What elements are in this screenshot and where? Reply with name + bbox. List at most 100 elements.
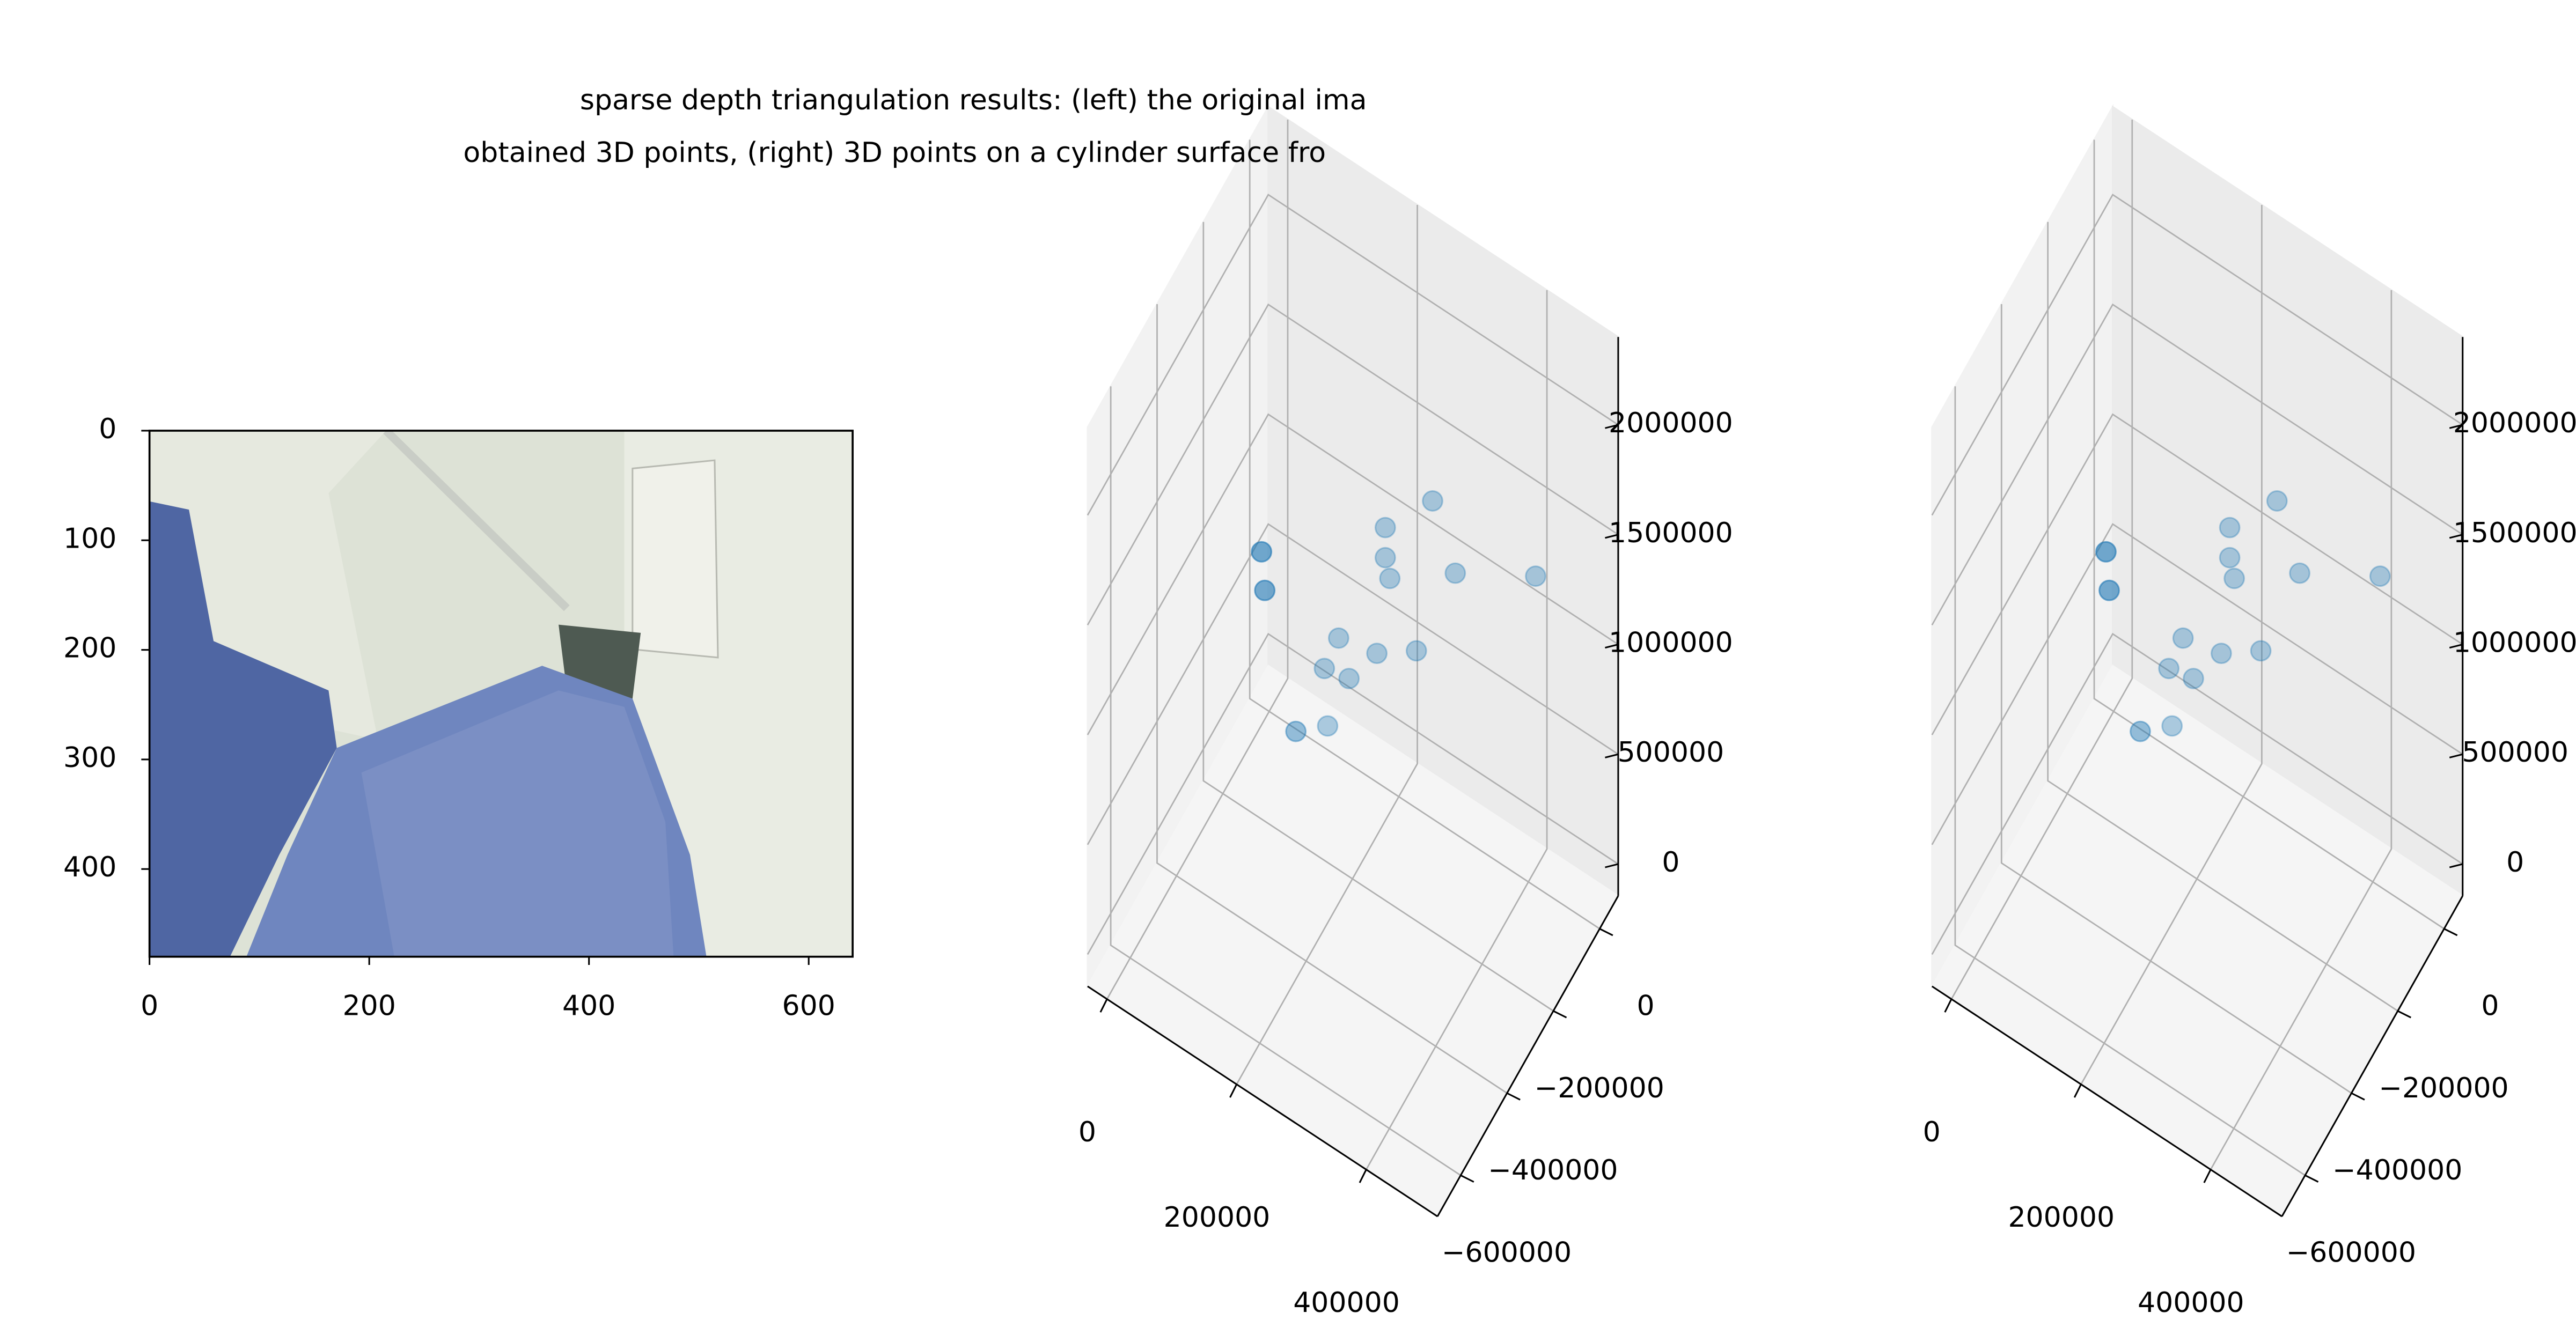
x-tick-label: 200	[342, 990, 395, 1022]
x-tick-label: 400	[562, 990, 615, 1022]
point	[1254, 579, 1276, 601]
y-tick-label: 0	[2481, 990, 2499, 1022]
grid-line	[1202, 222, 1554, 1012]
point	[1313, 658, 1335, 680]
z-tick	[2449, 534, 2463, 539]
x-tick	[1944, 999, 1953, 1013]
x-tick-label: 0	[1923, 1116, 1941, 1148]
x-tick-label: 400000	[1293, 1287, 1400, 1319]
grid-line	[1156, 304, 1508, 1094]
grid-line	[2210, 290, 2392, 1170]
x-tick	[2203, 1169, 2212, 1183]
z-tick-label: 500000	[2462, 736, 2568, 769]
x-tick	[2073, 1083, 2082, 1098]
point	[2158, 658, 2180, 680]
x-tick-label: 600	[782, 990, 835, 1022]
point	[2130, 720, 2151, 742]
grid-line	[2080, 204, 2263, 1085]
x-tick	[1359, 1169, 1367, 1183]
grid-line	[1087, 413, 1619, 735]
point	[1525, 565, 1546, 587]
point	[1251, 541, 1273, 563]
y-tick	[1506, 1092, 1521, 1101]
y-tick-label: −200000	[2379, 1072, 2508, 1104]
grid-line	[1931, 632, 2463, 955]
point	[2250, 640, 2272, 662]
grid-line	[1950, 120, 2133, 1000]
axes-3d: 0 200000 400000 0 −200000 −400000 −600000 0 5000…	[1078, 104, 1733, 1319]
x-tick	[1229, 1083, 1238, 1098]
grid-line	[1931, 303, 2463, 626]
point	[1444, 562, 1466, 584]
z-tick	[2449, 863, 2463, 868]
point	[1405, 640, 1427, 662]
point	[2219, 517, 2241, 539]
y-tick-label: 0	[99, 413, 116, 445]
point	[1374, 517, 1396, 539]
x-axis	[1087, 985, 1438, 1218]
z-tick-label: 1000000	[2453, 626, 2576, 659]
x-tick-label: 0	[1078, 1116, 1096, 1148]
grid-line	[1106, 120, 1289, 1000]
z-tick	[1605, 863, 1619, 868]
grid-line	[1087, 194, 1619, 516]
x-tick-label: 200000	[1164, 1201, 1271, 1234]
title-line: sparse depth triangulation results: (lef…	[580, 84, 1367, 116]
point	[2266, 490, 2288, 512]
x-tick-label: 400000	[2138, 1287, 2244, 1319]
grid-line	[2047, 222, 2398, 1012]
grid-line	[1931, 523, 2463, 845]
y-tick	[1460, 1174, 1474, 1183]
title-line: obtained 3D points, (right) 3D points on…	[463, 137, 1326, 169]
grid-line	[1931, 413, 2463, 735]
y-tick	[2351, 1092, 2365, 1101]
point	[2223, 567, 2245, 589]
y-tick-label: −400000	[1488, 1154, 1618, 1186]
z-tick	[1605, 753, 1619, 758]
point	[2161, 715, 2183, 737]
point	[2219, 547, 2241, 569]
z-tick	[2449, 644, 2463, 649]
z-tick-label: 500000	[1618, 736, 1724, 769]
z-tick-label: 2000000	[1609, 407, 1733, 439]
y-tick-label: −600000	[1442, 1236, 1572, 1269]
point	[2211, 643, 2232, 665]
y-tick-label: 400	[63, 851, 116, 883]
y-tick-label: 200	[63, 632, 116, 665]
x-tick	[1099, 999, 1108, 1013]
point	[2172, 627, 2194, 649]
image-frame	[148, 430, 854, 958]
y-tick-label: 0	[1637, 990, 1655, 1022]
z-tick	[2449, 424, 2463, 429]
y-tick	[2305, 1174, 2319, 1183]
y-axis	[2281, 895, 2464, 1217]
z-tick	[1605, 534, 1619, 539]
z-tick-label: 1500000	[2453, 517, 2576, 549]
grid-line	[2000, 304, 2352, 1094]
point	[2289, 562, 2310, 584]
point	[1366, 643, 1388, 665]
grid-line	[1087, 303, 1619, 626]
grid-line	[1236, 204, 1418, 1085]
point	[2095, 541, 2117, 563]
point	[1327, 627, 1349, 649]
grid-line	[1954, 386, 2306, 1176]
y-tick	[1599, 928, 1613, 936]
photo	[149, 430, 853, 957]
point	[1338, 668, 1360, 689]
z-tick	[2449, 753, 2463, 758]
z-tick-label: 0	[1662, 846, 1679, 879]
y-tick-label: 300	[63, 742, 116, 774]
point	[1379, 567, 1401, 589]
z-tick-label: 1000000	[1609, 626, 1733, 659]
y-tick-label: −400000	[2332, 1154, 2462, 1186]
point	[2098, 579, 2120, 601]
point	[2369, 565, 2391, 587]
y-axis	[1436, 895, 1619, 1217]
y-tick-label: 100	[63, 522, 116, 555]
axes-3d: 0 200000 400000 0 −200000 −400000 −600000 0 5000…	[1923, 104, 2576, 1319]
point	[1374, 547, 1396, 569]
z-tick	[1605, 424, 1619, 429]
y-tick-label: −200000	[1535, 1072, 1664, 1104]
